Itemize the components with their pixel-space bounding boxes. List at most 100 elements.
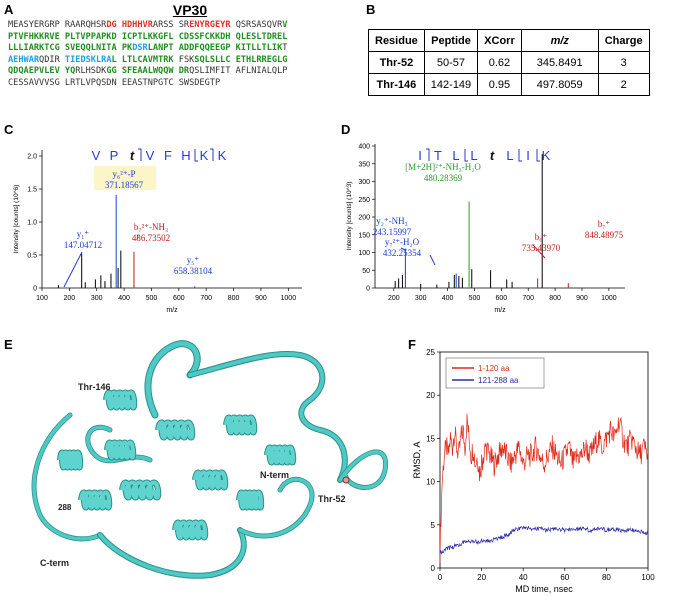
y-tick-label: 300 <box>358 179 370 186</box>
col-charge: Charge <box>597 29 650 52</box>
cell-peptide: 142-149 <box>423 73 479 96</box>
peptide-residue: t <box>130 148 135 163</box>
helix <box>265 445 296 465</box>
peaks-d <box>394 154 569 288</box>
annotation-label: b₆⁺ <box>535 232 548 242</box>
cell-charge: 3 <box>597 51 650 74</box>
panel-label-a: A <box>4 2 14 17</box>
protein-sequence: MEASYERGRP RAARQHSRDG HDHHVRARSS SRENYRG… <box>8 20 348 90</box>
x-tick-label: 300 <box>415 295 427 302</box>
helix <box>173 520 208 540</box>
fragment-bracket <box>138 148 142 161</box>
x-tick-label: 900 <box>576 295 588 302</box>
x-axis-label: m/z <box>494 307 506 314</box>
y-tick-label: 10 <box>426 478 435 487</box>
x-tick-label: 1000 <box>601 295 617 302</box>
legend-box <box>445 357 545 389</box>
annotation-value: 735.43970 <box>522 243 561 253</box>
sequence-segment: FSK <box>173 54 195 65</box>
sequence-segment: RLHSDK <box>75 66 107 77</box>
cell-charge: 2 <box>597 73 650 96</box>
ribbon-backbone <box>31 340 388 579</box>
peptide-residue: K <box>200 148 209 163</box>
legend-f: 1-120 aa 121-288 aa <box>445 357 545 389</box>
cell-peptide: 50-57 <box>423 51 479 74</box>
sequence-line: AEHWARQDIR TIEDSKLRAL LTLCAVMTRK FSKSQLS… <box>8 55 348 67</box>
annotation-leader <box>532 244 546 259</box>
sequence-segment: QSRSASQVR <box>230 20 283 30</box>
label-res288: 288 <box>58 503 72 512</box>
helix <box>58 450 83 470</box>
x-tick-label: 500 <box>469 295 481 302</box>
annotation-label: [M+2H]²⁺-NH₃-H₂O <box>405 162 481 172</box>
helix <box>120 480 161 500</box>
annotation-value: 371.18567 <box>105 180 144 190</box>
peak-annotation: y₅⁺658.38104 <box>174 255 213 276</box>
x-tick-label: 800 <box>228 295 240 302</box>
annotation-label: b₇⁺ <box>598 219 611 229</box>
sequence-line: LLLIARKTCG SVEQQLNITA PKDSRLANPT ADDFQQE… <box>8 43 348 55</box>
x-axis-label: MD time, nsec <box>515 584 573 594</box>
peak-annotation: y₁⁺147.04712 <box>63 229 102 288</box>
annotation-value: 480.28369 <box>424 173 463 183</box>
peptide-residue: F <box>164 148 172 163</box>
thr52-marker <box>342 476 350 484</box>
rmsd-chart: 0 20 40 60 80 100 0 5 10 15 20 25 MD time, nsec RMSD,… <box>412 348 655 594</box>
annotation-leader <box>136 234 139 241</box>
label-thr52: Thr-52 <box>318 494 346 504</box>
peptide-residue: K <box>218 148 227 163</box>
panel-label-d: D <box>341 122 351 137</box>
y-axis-label: Intensity [counts] (10^6) <box>13 185 20 254</box>
annotation-label: y₂⁺-NH₃ <box>376 216 408 226</box>
rmsd-series-line <box>439 413 649 563</box>
y-tick-label: 350 <box>358 161 370 168</box>
y-tick-label: 5 <box>431 521 436 530</box>
panel-label-c: C <box>4 122 14 137</box>
x-tick-label: 400 <box>442 295 454 302</box>
x-tick-label: 300 <box>91 295 103 302</box>
annotation-value: 243.15997 <box>373 227 412 237</box>
panel-label-e: E <box>4 337 13 352</box>
y-tick-label: 15 <box>426 434 435 443</box>
x-tick-label: 40 <box>519 573 528 582</box>
x-tick-label: 400 <box>118 295 130 302</box>
x-tick-label: 600 <box>173 295 185 302</box>
annotation-value: 848.48975 <box>585 230 624 240</box>
y-tick-label: 250 <box>358 197 370 204</box>
x-tick-label: 100 <box>641 573 655 582</box>
peptide-residue: T <box>434 148 442 163</box>
peptide-residue: L <box>470 148 477 163</box>
sequence-segment: SQLSLLC ETHLRREGLG <box>194 54 288 65</box>
y-tick-label: 2.0 <box>27 154 37 161</box>
sequence-segment: ARSS SR <box>152 20 190 30</box>
helix <box>104 390 137 410</box>
peptide-residue: L <box>452 148 459 163</box>
peptide-residue: t <box>490 148 495 163</box>
sequence-line: PTVFHKKRVE PLTVPPAPKD ICPTLKKGFL CDSSFCK… <box>8 32 348 44</box>
annotation-label: y₅⁺ <box>187 255 200 265</box>
cell-xcorr: 0.95 <box>477 73 522 96</box>
helix <box>193 470 228 490</box>
sequence-line: CESSAVVVSG LRTLVPQSDN EEASTNPGTC SWSDEGT… <box>8 78 348 90</box>
col-xcorr: XCorr <box>477 29 522 52</box>
peak-annotation: b₆⁺735.43970 <box>522 232 561 259</box>
helix <box>156 420 195 440</box>
highlight-box <box>94 166 156 190</box>
sequence-segment: T <box>282 43 288 54</box>
y-tick-label: 0 <box>33 286 37 293</box>
panel-label-f: F <box>408 337 416 352</box>
sequence-segment: TIEDSKLRA <box>64 54 112 65</box>
sequence-line: MEASYERGRP RAARQHSRDG HDHHVRARSS SRENYRG… <box>8 20 348 32</box>
plot-frame <box>439 351 649 569</box>
y-axis-label: Intensity [counts] (10^3) <box>346 182 353 251</box>
y-tick-label: 25 <box>426 348 435 357</box>
label-cterm: C-term <box>40 558 69 568</box>
x-tick-label: 1000 <box>281 295 297 302</box>
y-tick-label: 20 <box>426 391 435 400</box>
annotation-label: y₇²⁺-H₂O <box>385 237 420 247</box>
